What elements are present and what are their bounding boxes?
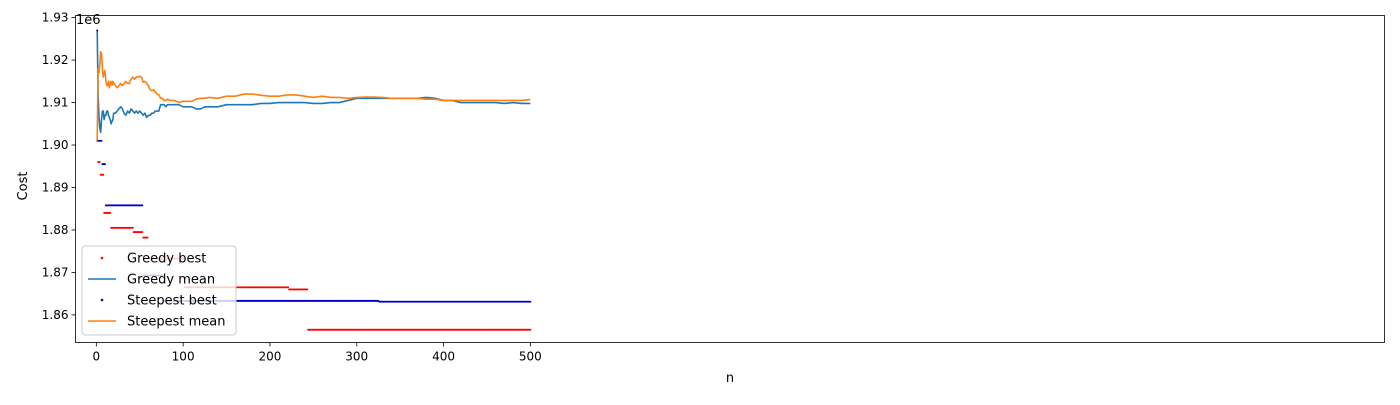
- steepest-best-legend-marker: [100, 298, 104, 302]
- x-tick-label: 300: [345, 350, 368, 364]
- steepest-best-point: [141, 204, 144, 207]
- x-tick-label: 500: [519, 350, 542, 364]
- greedy-best-point: [141, 231, 144, 234]
- steepest-best-point: [529, 300, 532, 303]
- greedy-best-point: [109, 212, 112, 214]
- x-tick-label: 400: [432, 350, 455, 364]
- greedy-best-point: [287, 286, 290, 289]
- y-axis-label: Cost: [16, 172, 31, 201]
- y-tick-label: 1.89: [42, 180, 69, 194]
- greedy-mean-line: [96, 30, 531, 134]
- greedy-best-point: [102, 173, 105, 176]
- y-offset-text: 1e6: [76, 13, 101, 28]
- steepest-best-legend-label: Steepest best: [127, 294, 217, 309]
- greedy-best-point: [529, 328, 532, 331]
- greedy-best-point: [306, 288, 309, 291]
- axes: 0 100 200 300 400 500 1.86 1.87 1.88 1.89 1.90 1.91…: [42, 11, 542, 364]
- x-tick-label: 0: [93, 350, 101, 364]
- greedy-best-legend-marker: [100, 256, 104, 260]
- y-tick-label: 1.88: [42, 223, 69, 237]
- greedy-best-point: [98, 161, 101, 163]
- y-tick-label: 1.87: [42, 265, 69, 279]
- greedy-best-legend-label: Greedy best: [127, 252, 206, 267]
- steepest-mean-legend-label: Steepest mean: [127, 315, 225, 330]
- x-tick-label: 200: [258, 350, 281, 364]
- y-tick-label: 1.93: [42, 11, 69, 25]
- legend: Greedy best Greedy mean Steepest best Steep…: [81, 245, 237, 336]
- y-tick-label: 1.86: [42, 308, 69, 322]
- y-tick-label: 1.91: [42, 96, 69, 110]
- legend-frame: [81, 245, 237, 336]
- x-tick-label: 100: [172, 350, 195, 364]
- plot-frame: [75, 15, 1385, 343]
- steepest-best-point: [96, 29, 99, 32]
- x-axis-label: n: [726, 371, 734, 386]
- greedy-best-point: [146, 236, 149, 239]
- steepest-best-point: [100, 139, 103, 142]
- y-tick-label: 1.90: [42, 138, 69, 152]
- y-tick-label: 1.92: [42, 53, 69, 67]
- greedy-mean-legend-label: Greedy mean: [127, 273, 215, 288]
- greedy-best-point: [131, 226, 134, 229]
- steepest-mean-line: [96, 50, 531, 141]
- steepest-best-point: [104, 163, 106, 166]
